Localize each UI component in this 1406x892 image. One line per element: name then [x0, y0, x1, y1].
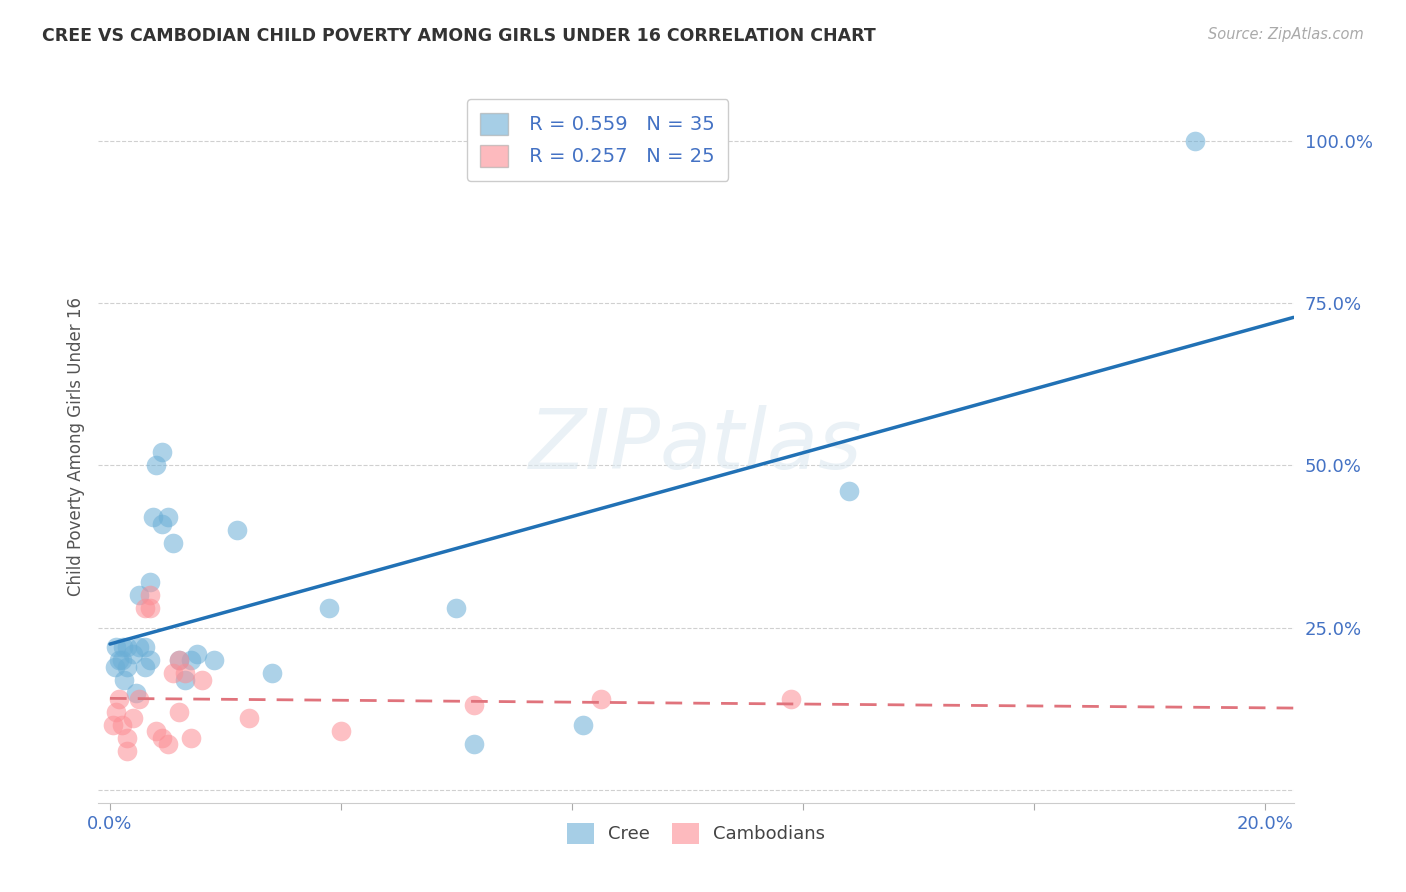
Point — [134, 659, 156, 673]
Point — [150, 731, 173, 745]
Point — [589, 692, 612, 706]
Point — [128, 692, 150, 706]
Point — [174, 666, 197, 681]
Point — [104, 640, 127, 654]
Point — [162, 666, 184, 681]
Point — [139, 588, 162, 602]
Point — [463, 738, 485, 752]
Point — [107, 653, 129, 667]
Point — [150, 445, 173, 459]
Point — [142, 510, 165, 524]
Point — [186, 647, 208, 661]
Point — [174, 673, 197, 687]
Point — [318, 601, 340, 615]
Point — [101, 718, 124, 732]
Point — [238, 711, 260, 725]
Text: ZIPatlas: ZIPatlas — [529, 406, 863, 486]
Y-axis label: Child Poverty Among Girls Under 16: Child Poverty Among Girls Under 16 — [66, 296, 84, 596]
Point — [167, 653, 190, 667]
Point — [329, 724, 352, 739]
Point — [162, 536, 184, 550]
Point — [110, 653, 132, 667]
Point — [150, 516, 173, 531]
Point — [128, 640, 150, 654]
Point — [122, 711, 145, 725]
Point — [180, 731, 202, 745]
Point — [463, 698, 485, 713]
Point — [134, 601, 156, 615]
Point — [1184, 134, 1206, 148]
Legend: Cree, Cambodians: Cree, Cambodians — [560, 815, 832, 851]
Point — [446, 601, 468, 615]
Point — [117, 640, 139, 654]
Point — [180, 653, 202, 667]
Point — [104, 705, 127, 719]
Point — [139, 653, 162, 667]
Point — [117, 731, 139, 745]
Text: CREE VS CAMBODIAN CHILD POVERTY AMONG GIRLS UNDER 16 CORRELATION CHART: CREE VS CAMBODIAN CHILD POVERTY AMONG GI… — [42, 27, 876, 45]
Point — [572, 718, 595, 732]
Point — [156, 510, 179, 524]
Point — [260, 666, 283, 681]
Point — [191, 673, 214, 687]
Text: Source: ZipAtlas.com: Source: ZipAtlas.com — [1208, 27, 1364, 42]
Point — [103, 659, 125, 673]
Point — [139, 575, 162, 590]
Point — [202, 653, 225, 667]
Point — [226, 524, 249, 538]
Point — [156, 738, 179, 752]
Point — [117, 659, 139, 673]
Point — [167, 653, 190, 667]
Point — [167, 705, 190, 719]
Point — [107, 692, 129, 706]
Point — [122, 647, 145, 661]
Point — [145, 724, 167, 739]
Point — [780, 692, 803, 706]
Point — [125, 685, 148, 699]
Point — [112, 673, 135, 687]
Point — [838, 484, 860, 499]
Point — [117, 744, 139, 758]
Point — [145, 458, 167, 473]
Point — [111, 640, 134, 654]
Point — [139, 601, 162, 615]
Point — [134, 640, 156, 654]
Point — [110, 718, 132, 732]
Point — [128, 588, 150, 602]
